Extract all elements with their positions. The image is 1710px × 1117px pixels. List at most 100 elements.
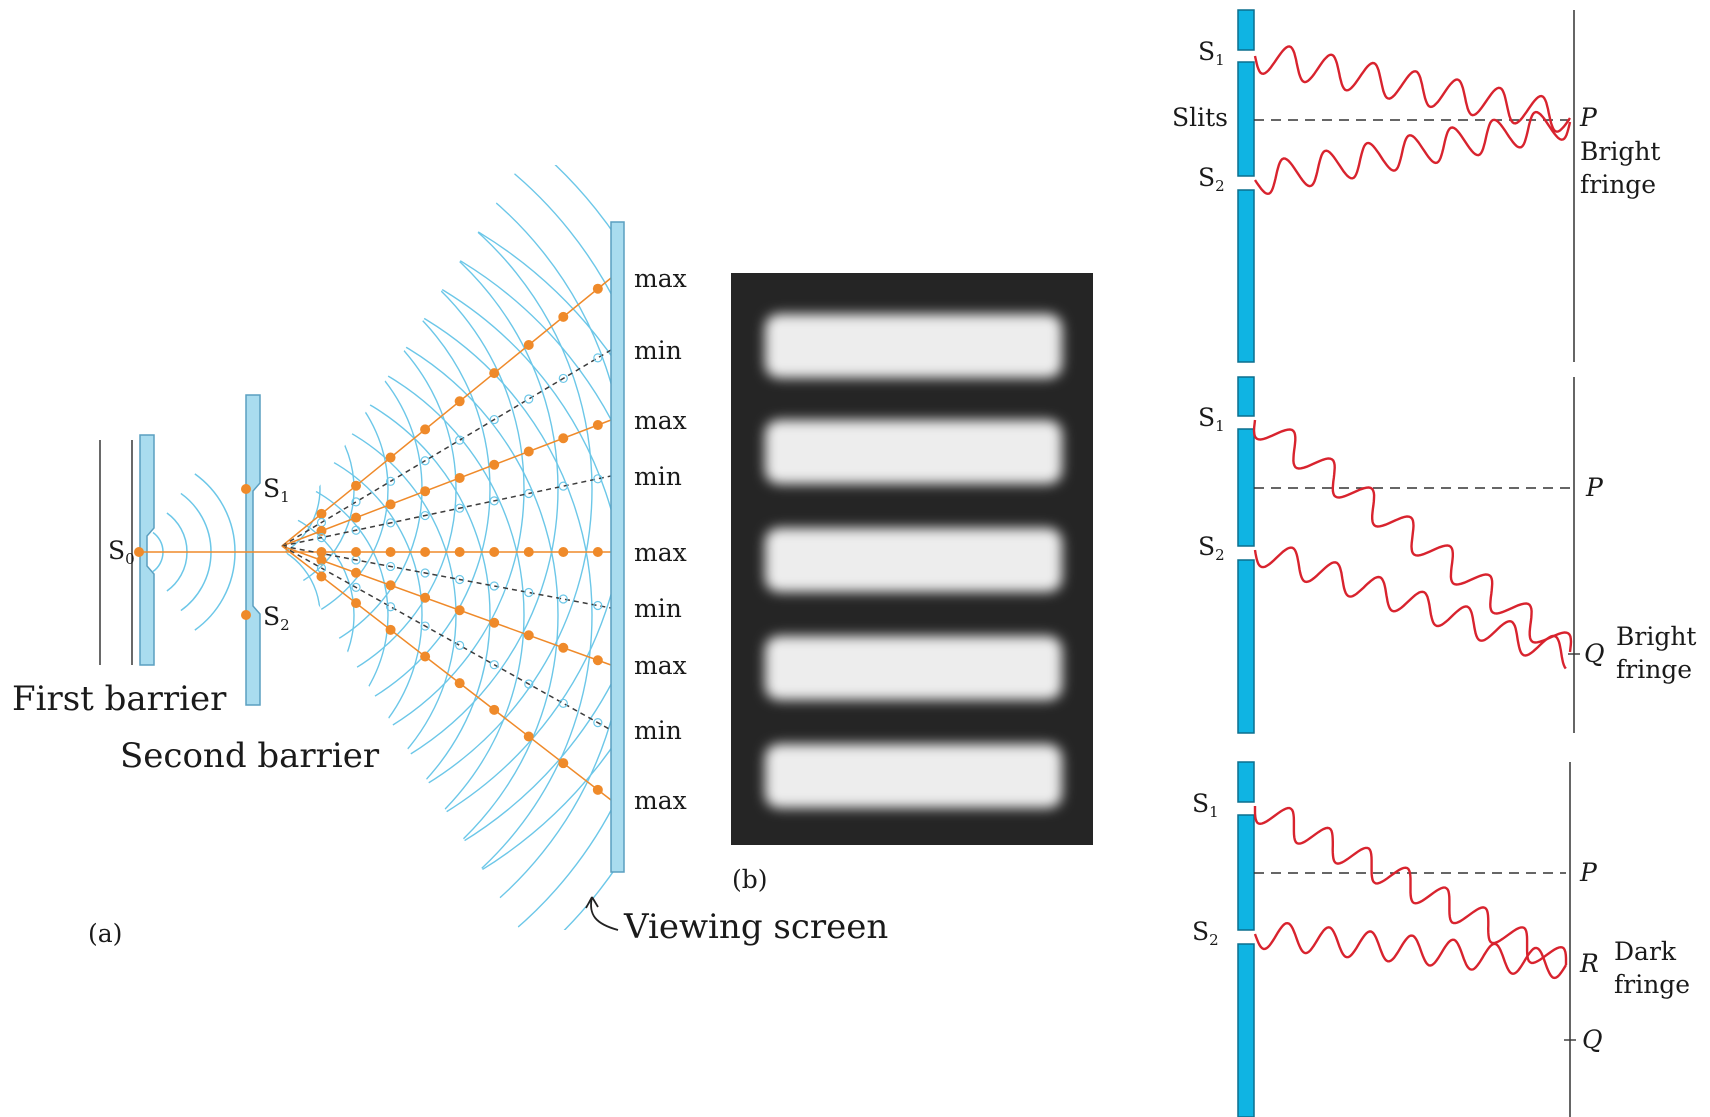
constructive-point — [558, 547, 569, 557]
wavefront-arc — [329, 243, 618, 930]
slits-label: Slits — [1172, 103, 1228, 132]
constructive-point — [385, 547, 396, 557]
wavefront-arc — [306, 343, 525, 887]
constructive-point — [558, 311, 569, 322]
destructive-point — [593, 600, 603, 611]
first-barrier — [139, 434, 155, 666]
wavefront-arc — [321, 276, 593, 930]
wavefront-arc — [282, 349, 389, 629]
constructive-point — [454, 547, 465, 557]
constructive-point — [592, 283, 603, 294]
min-ray — [281, 349, 612, 547]
slit-s1-label: S1 — [1198, 37, 1225, 69]
destructive-point — [455, 640, 465, 650]
viewing-screen — [610, 221, 625, 873]
viewing-screen-arrowhead — [585, 896, 599, 909]
constructive-point — [385, 580, 396, 591]
min-ray — [281, 545, 612, 731]
point-q-label: Q — [1582, 1025, 1603, 1054]
destructive-point — [524, 679, 534, 689]
destructive-point — [385, 561, 396, 572]
slit-s1-dot — [241, 484, 251, 494]
constructive-point — [558, 642, 569, 653]
constructive-point — [351, 567, 362, 578]
constructive-point — [420, 486, 431, 497]
panel-c: S1 S2 Slits P Bright fringe S1 S2 P Q Bright fringe… — [1172, 9, 1696, 1117]
viewing-screen-label: Viewing screen — [623, 907, 888, 947]
constructive-point — [489, 368, 500, 379]
point-p-label: P — [1579, 103, 1598, 132]
point-r-label: R — [1579, 949, 1599, 978]
screen-label-min: min — [634, 594, 682, 623]
destructive-point — [420, 510, 430, 521]
bright-label: Bright — [1580, 137, 1660, 166]
destructive-point — [385, 518, 396, 528]
constructive-point — [592, 420, 603, 431]
constructive-point — [489, 617, 500, 628]
slit-s1-label: S1 — [263, 474, 290, 506]
wavefront-arc — [343, 165, 618, 927]
slit-s1-label: S1 — [1192, 789, 1219, 821]
max-ray — [281, 419, 612, 547]
destructive-point — [455, 435, 465, 445]
slit-barrier-segment — [1237, 559, 1255, 734]
constructive-point — [489, 704, 500, 715]
destructive-point — [489, 660, 499, 670]
second-barrier-label: Second barrier — [120, 736, 380, 776]
screen-labels: max min max min max min max min max — [634, 264, 687, 815]
constructive-point — [592, 655, 603, 666]
constructive-point — [592, 784, 603, 795]
constructive-point — [420, 424, 431, 435]
min-ray — [281, 475, 612, 547]
screen-label-max: max — [634, 651, 687, 680]
min-ray — [281, 545, 612, 609]
screen-label-max: max — [634, 538, 687, 567]
destructive-point — [316, 532, 327, 543]
destructive-point — [524, 587, 534, 598]
wavefront-arc — [299, 376, 491, 854]
destructive-point — [351, 525, 361, 535]
constructive-point — [385, 499, 396, 510]
destructive-point — [489, 414, 499, 425]
slit-barrier-segment — [1237, 943, 1255, 1117]
destructive-point — [420, 568, 430, 578]
slit-barrier-segment — [1237, 814, 1255, 931]
screen-label-max: max — [634, 786, 687, 815]
destructive-point — [593, 718, 603, 728]
constructive-point — [489, 547, 500, 557]
constructive-point — [523, 547, 534, 557]
slit-barrier-segment — [1237, 428, 1255, 547]
screen-label-max: max — [634, 406, 687, 435]
dark-label: Dark — [1614, 937, 1677, 966]
point-p-label: P — [1579, 858, 1598, 887]
constructive-point — [523, 446, 534, 457]
destructive-point — [524, 394, 534, 404]
slit-barrier-segment — [1237, 9, 1255, 51]
constructive-point — [351, 512, 362, 523]
constructive-point — [420, 547, 431, 557]
constructive-point — [489, 459, 500, 470]
slit-barrier-segment — [1237, 761, 1255, 803]
fringe-label: fringe — [1614, 970, 1690, 999]
panel-c-top: S1 S2 Slits P Bright fringe — [1172, 9, 1660, 363]
destructive-point — [558, 594, 568, 604]
constructive-point — [351, 598, 362, 609]
destructive-point — [420, 456, 430, 466]
bright-fringe — [765, 420, 1062, 484]
bright-fringe — [765, 528, 1062, 592]
max-ray — [281, 277, 612, 547]
destructive-point — [420, 621, 430, 631]
slit-barrier-segment — [1237, 376, 1255, 417]
slit-s2-label: S2 — [1192, 917, 1219, 949]
fringe-label: fringe — [1616, 655, 1692, 684]
source-s0-label: S0 — [108, 536, 135, 568]
destructive-point — [558, 698, 568, 708]
point-q-label: Q — [1584, 639, 1605, 668]
constructive-point — [558, 758, 569, 769]
wave-s2 — [1253, 546, 1567, 670]
constructive-point — [454, 678, 465, 689]
wave-s2 — [1253, 921, 1568, 980]
panel-c-middle: S1 S2 P Q Bright fringe — [1198, 376, 1696, 734]
